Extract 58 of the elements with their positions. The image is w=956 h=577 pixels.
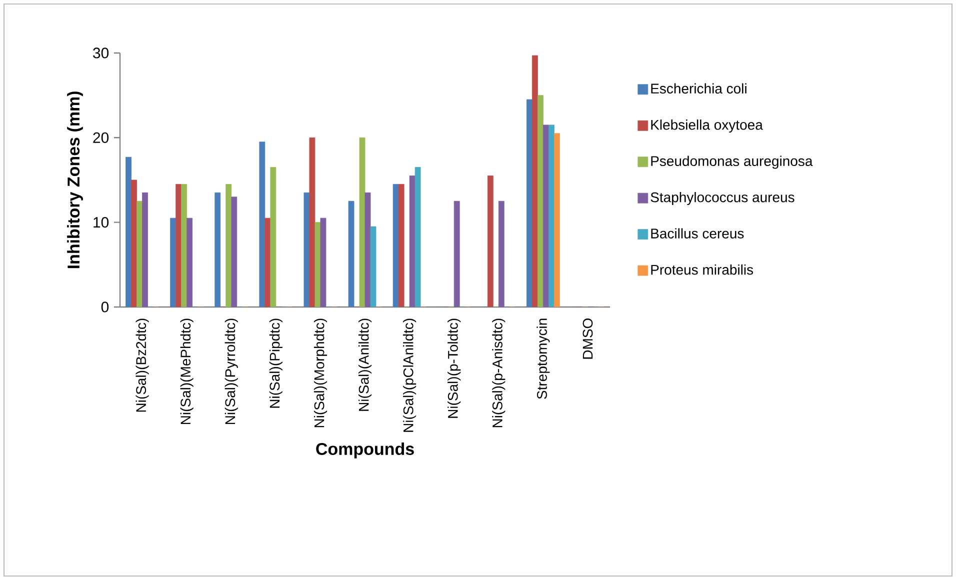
bar bbox=[126, 156, 132, 307]
y-axis-title: Inhibitory Zones (mm) bbox=[67, 92, 83, 268]
bar bbox=[498, 200, 504, 307]
bar bbox=[554, 133, 560, 307]
bar bbox=[320, 218, 326, 307]
x-tick-label: Ni(Sal)(p-Anisdtc) bbox=[492, 318, 506, 428]
legend-label: Bacillus cereus bbox=[651, 228, 744, 238]
bar bbox=[548, 124, 554, 307]
x-tick-label: Ni(Sal)(pClAnildtc) bbox=[403, 318, 416, 432]
x-tick-label: Streptomycin bbox=[536, 318, 550, 399]
bar bbox=[392, 184, 399, 307]
legend-label: Escherichia coli bbox=[651, 83, 746, 94]
bar bbox=[314, 222, 321, 307]
bar bbox=[414, 167, 421, 307]
bar bbox=[136, 200, 142, 307]
bar bbox=[142, 192, 148, 307]
bar bbox=[398, 184, 404, 307]
bar bbox=[364, 192, 371, 307]
x-tick-label: Ni(Sal)(Anildtc) bbox=[358, 318, 372, 411]
legend-label: Proteus mirabilis bbox=[651, 264, 754, 275]
x-tick-label: Ni(Sal)(Morphdtc) bbox=[314, 318, 327, 428]
x-tick-label: Ni(Sal)(MePhdtc) bbox=[180, 318, 194, 424]
y-tick-label: 10 bbox=[94, 217, 109, 228]
bar bbox=[532, 55, 538, 307]
bar bbox=[370, 226, 376, 307]
bar bbox=[176, 184, 182, 307]
bar bbox=[170, 218, 176, 307]
y-tick-label: 30 bbox=[93, 48, 109, 58]
bar bbox=[131, 180, 137, 307]
bar bbox=[231, 196, 238, 307]
bar bbox=[454, 200, 460, 307]
legend-label: Staphylococcus aureus bbox=[650, 192, 794, 206]
bar bbox=[409, 176, 416, 307]
bar bbox=[214, 192, 221, 307]
x-tick-label: Ni(Sal)(p-Toldtc) bbox=[448, 318, 461, 418]
bar bbox=[181, 184, 188, 307]
x-tick-label: Ni(Sal)(Pipdtc) bbox=[269, 318, 282, 408]
x-tick-label: DMSO bbox=[582, 318, 593, 359]
x-axis-title: Compounds bbox=[316, 442, 414, 458]
bar bbox=[348, 200, 354, 307]
bar bbox=[259, 142, 266, 307]
bar bbox=[537, 95, 544, 307]
bar bbox=[226, 184, 232, 307]
bar bbox=[526, 99, 532, 307]
legend-label: Pseudomonas aureginosa bbox=[651, 156, 813, 169]
bar bbox=[359, 137, 366, 307]
bar bbox=[270, 167, 276, 307]
x-tick-label: Ni(Sal)(Pyrroldtc) bbox=[224, 318, 238, 424]
bar bbox=[264, 218, 271, 307]
bar bbox=[487, 176, 494, 307]
bar bbox=[309, 137, 316, 307]
legend-label: Klebsiella oxytoea bbox=[651, 120, 763, 133]
bar bbox=[304, 192, 310, 307]
y-tick-label: 0 bbox=[101, 302, 109, 312]
bar bbox=[186, 218, 193, 307]
y-tick-label: 20 bbox=[93, 132, 109, 143]
x-tick-label: Ni(Sal)(Bz2dtc) bbox=[136, 318, 149, 412]
bar bbox=[542, 124, 549, 307]
